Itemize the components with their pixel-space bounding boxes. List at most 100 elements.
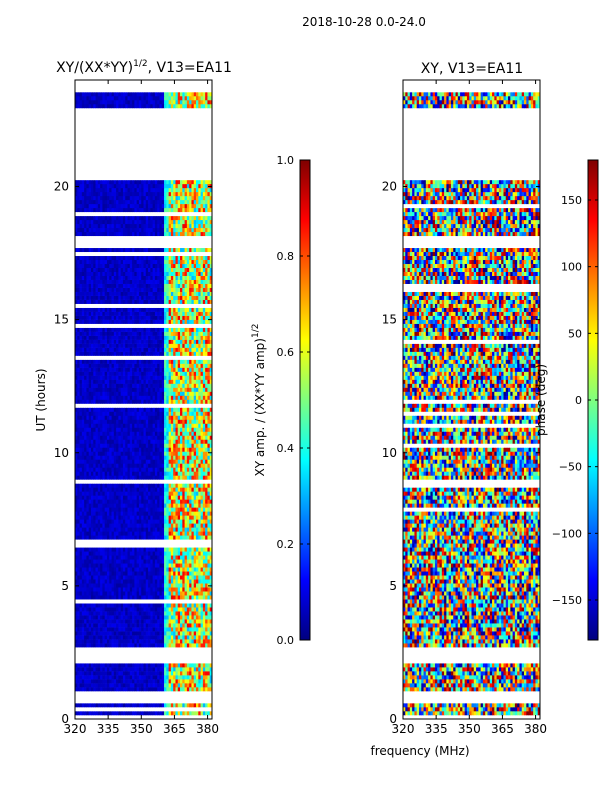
heatmap-cell <box>198 499 201 504</box>
heatmap-cell <box>111 559 115 564</box>
heatmap-cell <box>177 395 181 400</box>
heatmap-cell <box>141 707 144 712</box>
heatmap-cell <box>196 683 199 688</box>
heatmap-cell <box>161 459 165 464</box>
heatmap-cell <box>170 687 174 692</box>
heatmap-cell <box>100 679 103 684</box>
heatmap-cell <box>100 507 103 512</box>
heatmap-cell <box>207 687 211 692</box>
heatmap-cell <box>152 447 156 452</box>
heatmap-cell <box>177 547 181 552</box>
heatmap-cell <box>180 395 183 400</box>
heatmap-cell <box>209 639 213 644</box>
heatmap-cell <box>202 431 206 436</box>
heatmap-cell <box>175 399 179 404</box>
heatmap-cell <box>173 523 176 528</box>
heatmap-cell <box>184 495 188 500</box>
heatmap-cell <box>182 643 185 648</box>
heatmap-cell <box>168 627 172 632</box>
heatmap-cell <box>88 599 92 604</box>
heatmap-cell <box>132 583 135 588</box>
heatmap-cell <box>84 383 87 388</box>
heatmap-cell <box>106 599 110 604</box>
heatmap-cell <box>81 663 85 668</box>
heatmap-cell <box>166 411 170 416</box>
heatmap-cell <box>145 511 149 516</box>
heatmap-cell <box>161 599 165 604</box>
heatmap-cell <box>141 655 144 660</box>
heatmap-cell <box>166 431 170 436</box>
heatmap-cell <box>207 587 211 592</box>
heatmap-cell <box>127 631 131 636</box>
heatmap-cell <box>127 483 131 488</box>
heatmap-cell <box>93 591 96 596</box>
heatmap-cell <box>159 499 163 504</box>
heatmap-cell <box>132 663 135 668</box>
heatmap-cell <box>173 539 176 544</box>
heatmap-cell <box>95 535 99 540</box>
heatmap-cell <box>159 667 163 672</box>
heatmap-cell <box>202 435 206 440</box>
heatmap-cell <box>125 591 128 596</box>
heatmap-cell <box>173 411 176 416</box>
heatmap-cell <box>100 639 103 644</box>
heatmap-cell <box>116 435 119 440</box>
heatmap-cell <box>77 687 80 692</box>
heatmap-cell <box>184 499 188 504</box>
heatmap-cell <box>198 483 201 488</box>
heatmap-cell <box>198 455 201 460</box>
heatmap-cell <box>207 443 211 448</box>
heatmap-cell <box>207 639 211 644</box>
heatmap-cell <box>170 471 174 476</box>
heatmap-cell <box>198 695 201 700</box>
heatmap-cell <box>148 663 151 668</box>
heatmap-cell <box>93 703 96 708</box>
heatmap-cell <box>75 467 78 472</box>
heatmap-cell <box>205 539 208 544</box>
heatmap-cell <box>143 439 147 444</box>
heatmap-cell <box>159 483 163 488</box>
heatmap-cell <box>122 431 126 436</box>
heatmap-cell <box>88 531 92 536</box>
heatmap-cell <box>111 499 115 504</box>
heatmap-cell <box>170 591 174 596</box>
heatmap-cell <box>182 391 185 396</box>
heatmap-cell <box>184 551 188 556</box>
heatmap-cell <box>120 679 124 684</box>
heatmap-cell <box>86 443 90 448</box>
heatmap-cell <box>186 555 190 560</box>
heatmap-cell <box>175 395 179 400</box>
heatmap-cell <box>84 595 87 600</box>
heatmap-cell <box>200 675 204 680</box>
heatmap-cell <box>196 439 199 444</box>
heatmap-cell <box>148 643 151 648</box>
heatmap-cell <box>77 395 80 400</box>
heatmap-cell <box>97 555 101 560</box>
heatmap-cell <box>132 447 135 452</box>
heatmap-cell <box>173 467 176 472</box>
heatmap-cell <box>90 499 94 504</box>
heatmap-cell <box>164 431 167 436</box>
heatmap-cell <box>202 583 206 588</box>
heatmap-cell <box>134 487 138 492</box>
heatmap-cell <box>143 635 147 640</box>
heatmap-cell <box>205 547 208 552</box>
heatmap-cell <box>148 427 151 432</box>
heatmap-cell <box>132 495 135 500</box>
heatmap-cell <box>120 479 124 484</box>
heatmap-cell <box>116 467 119 472</box>
heatmap-cell <box>154 551 158 556</box>
heatmap-cell <box>122 711 126 716</box>
heatmap-cell <box>84 499 87 504</box>
heatmap-cell <box>100 427 103 432</box>
heatmap-cell <box>75 399 78 404</box>
heatmap-cell <box>168 603 172 608</box>
heatmap-cell <box>161 487 165 492</box>
heatmap-cell <box>152 403 156 408</box>
heatmap-cell <box>127 439 131 444</box>
heatmap-cell <box>113 659 117 664</box>
heatmap-cell <box>180 587 183 592</box>
heatmap-cell <box>97 423 101 428</box>
heatmap-cell <box>113 387 117 392</box>
heatmap-cell <box>209 487 213 492</box>
